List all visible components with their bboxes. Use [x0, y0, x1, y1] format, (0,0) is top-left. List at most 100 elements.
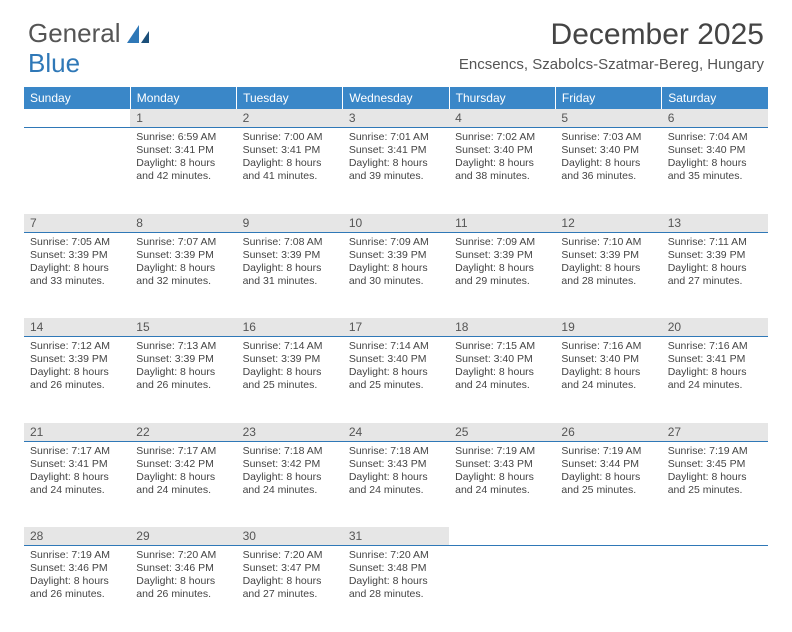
sunrise-line: Sunrise: 7:11 AM [668, 236, 762, 249]
day-cell: Sunrise: 7:19 AMSunset: 3:46 PMDaylight:… [24, 546, 130, 632]
day-number [662, 534, 768, 538]
day-number: 23 [237, 423, 343, 441]
day-cell [662, 546, 768, 632]
day-number: 31 [343, 527, 449, 545]
sunrise-line: Sunrise: 7:18 AM [243, 445, 337, 458]
sunrise-line: Sunrise: 7:14 AM [243, 340, 337, 353]
day-details: Sunrise: 7:00 AMSunset: 3:41 PMDaylight:… [237, 128, 343, 190]
day-number: 5 [555, 109, 661, 127]
sunrise-line: Sunrise: 7:10 AM [561, 236, 655, 249]
day-number: 7 [24, 214, 130, 232]
day-details: Sunrise: 7:05 AMSunset: 3:39 PMDaylight:… [24, 233, 130, 295]
day-cell: Sunrise: 7:13 AMSunset: 3:39 PMDaylight:… [130, 337, 236, 423]
day-details: Sunrise: 7:18 AMSunset: 3:43 PMDaylight:… [343, 442, 449, 504]
day-number: 28 [24, 527, 130, 545]
sunset-line: Sunset: 3:46 PM [30, 562, 124, 575]
daylight-line: Daylight: 8 hours and 26 minutes. [136, 366, 230, 392]
day-details: Sunrise: 7:11 AMSunset: 3:39 PMDaylight:… [662, 233, 768, 295]
sunrise-line: Sunrise: 7:14 AM [349, 340, 443, 353]
calendar-body: 123456Sunrise: 6:59 AMSunset: 3:41 PMDay… [24, 109, 768, 632]
day-number: 22 [130, 423, 236, 441]
day-details: Sunrise: 7:19 AMSunset: 3:45 PMDaylight:… [662, 442, 768, 504]
day-cell: Sunrise: 7:02 AMSunset: 3:40 PMDaylight:… [449, 128, 555, 214]
daylight-line: Daylight: 8 hours and 36 minutes. [561, 157, 655, 183]
location-subtitle: Encsencs, Szabolcs-Szatmar-Bereg, Hungar… [459, 56, 764, 73]
daylight-line: Daylight: 8 hours and 28 minutes. [349, 575, 443, 601]
sunrise-line: Sunrise: 7:17 AM [30, 445, 124, 458]
sunrise-line: Sunrise: 7:02 AM [455, 131, 549, 144]
dow-thursday: Thursday [449, 87, 555, 109]
calendar-table: Sunday Monday Tuesday Wednesday Thursday… [24, 87, 768, 632]
daylight-line: Daylight: 8 hours and 24 minutes. [668, 366, 762, 392]
sunset-line: Sunset: 3:43 PM [349, 458, 443, 471]
day-details: Sunrise: 6:59 AMSunset: 3:41 PMDaylight:… [130, 128, 236, 190]
day-number: 20 [662, 318, 768, 336]
week-number-row: 21222324252627 [24, 423, 768, 442]
day-details: Sunrise: 7:18 AMSunset: 3:42 PMDaylight:… [237, 442, 343, 504]
daylight-line: Daylight: 8 hours and 24 minutes. [30, 471, 124, 497]
day-cell: Sunrise: 7:04 AMSunset: 3:40 PMDaylight:… [662, 128, 768, 214]
daylight-line: Daylight: 8 hours and 39 minutes. [349, 157, 443, 183]
daylight-line: Daylight: 8 hours and 27 minutes. [668, 262, 762, 288]
daylight-line: Daylight: 8 hours and 24 minutes. [136, 471, 230, 497]
daylight-line: Daylight: 8 hours and 24 minutes. [455, 471, 549, 497]
sunrise-line: Sunrise: 7:04 AM [668, 131, 762, 144]
daylight-line: Daylight: 8 hours and 35 minutes. [668, 157, 762, 183]
day-number: 10 [343, 214, 449, 232]
week-content-row: Sunrise: 7:05 AMSunset: 3:39 PMDaylight:… [24, 232, 768, 318]
day-number: 27 [662, 423, 768, 441]
dow-friday: Friday [555, 87, 661, 109]
day-cell: Sunrise: 7:14 AMSunset: 3:40 PMDaylight:… [343, 337, 449, 423]
sunset-line: Sunset: 3:41 PM [349, 144, 443, 157]
sunset-line: Sunset: 3:44 PM [561, 458, 655, 471]
sunset-line: Sunset: 3:39 PM [30, 353, 124, 366]
sunset-line: Sunset: 3:46 PM [136, 562, 230, 575]
day-number: 18 [449, 318, 555, 336]
sunset-line: Sunset: 3:39 PM [136, 249, 230, 262]
dow-monday: Monday [130, 87, 236, 109]
day-number: 13 [662, 214, 768, 232]
daylight-line: Daylight: 8 hours and 29 minutes. [455, 262, 549, 288]
day-number: 15 [130, 318, 236, 336]
day-cell: Sunrise: 7:14 AMSunset: 3:39 PMDaylight:… [237, 337, 343, 423]
sunrise-line: Sunrise: 7:08 AM [243, 236, 337, 249]
day-details: Sunrise: 7:09 AMSunset: 3:39 PMDaylight:… [343, 233, 449, 295]
day-number: 17 [343, 318, 449, 336]
day-number: 16 [237, 318, 343, 336]
day-cell: Sunrise: 7:19 AMSunset: 3:45 PMDaylight:… [662, 441, 768, 527]
daylight-line: Daylight: 8 hours and 24 minutes. [243, 471, 337, 497]
day-number: 30 [237, 527, 343, 545]
sunset-line: Sunset: 3:41 PM [30, 458, 124, 471]
sunset-line: Sunset: 3:43 PM [455, 458, 549, 471]
day-cell: Sunrise: 7:08 AMSunset: 3:39 PMDaylight:… [237, 232, 343, 318]
day-number: 19 [555, 318, 661, 336]
page-title: December 2025 [459, 18, 764, 52]
sunset-line: Sunset: 3:42 PM [243, 458, 337, 471]
day-cell: Sunrise: 7:03 AMSunset: 3:40 PMDaylight:… [555, 128, 661, 214]
sunset-line: Sunset: 3:41 PM [668, 353, 762, 366]
day-details: Sunrise: 7:20 AMSunset: 3:47 PMDaylight:… [237, 546, 343, 608]
sunset-line: Sunset: 3:40 PM [561, 353, 655, 366]
day-details: Sunrise: 7:19 AMSunset: 3:43 PMDaylight:… [449, 442, 555, 504]
day-number: 1 [130, 109, 236, 127]
daylight-line: Daylight: 8 hours and 26 minutes. [136, 575, 230, 601]
day-details: Sunrise: 7:13 AMSunset: 3:39 PMDaylight:… [130, 337, 236, 399]
daylight-line: Daylight: 8 hours and 42 minutes. [136, 157, 230, 183]
daylight-line: Daylight: 8 hours and 26 minutes. [30, 575, 124, 601]
day-number: 8 [130, 214, 236, 232]
day-details: Sunrise: 7:14 AMSunset: 3:40 PMDaylight:… [343, 337, 449, 399]
day-details: Sunrise: 7:02 AMSunset: 3:40 PMDaylight:… [449, 128, 555, 190]
sunrise-line: Sunrise: 6:59 AM [136, 131, 230, 144]
day-cell: Sunrise: 7:16 AMSunset: 3:40 PMDaylight:… [555, 337, 661, 423]
week-content-row: Sunrise: 6:59 AMSunset: 3:41 PMDaylight:… [24, 128, 768, 214]
day-number: 9 [237, 214, 343, 232]
day-number: 14 [24, 318, 130, 336]
day-cell: Sunrise: 7:10 AMSunset: 3:39 PMDaylight:… [555, 232, 661, 318]
day-details: Sunrise: 7:17 AMSunset: 3:41 PMDaylight:… [24, 442, 130, 504]
day-details: Sunrise: 7:20 AMSunset: 3:46 PMDaylight:… [130, 546, 236, 608]
day-number: 3 [343, 109, 449, 127]
day-number: 25 [449, 423, 555, 441]
sunset-line: Sunset: 3:40 PM [349, 353, 443, 366]
logo-text-blue: Blue [28, 48, 80, 79]
daylight-line: Daylight: 8 hours and 28 minutes. [561, 262, 655, 288]
